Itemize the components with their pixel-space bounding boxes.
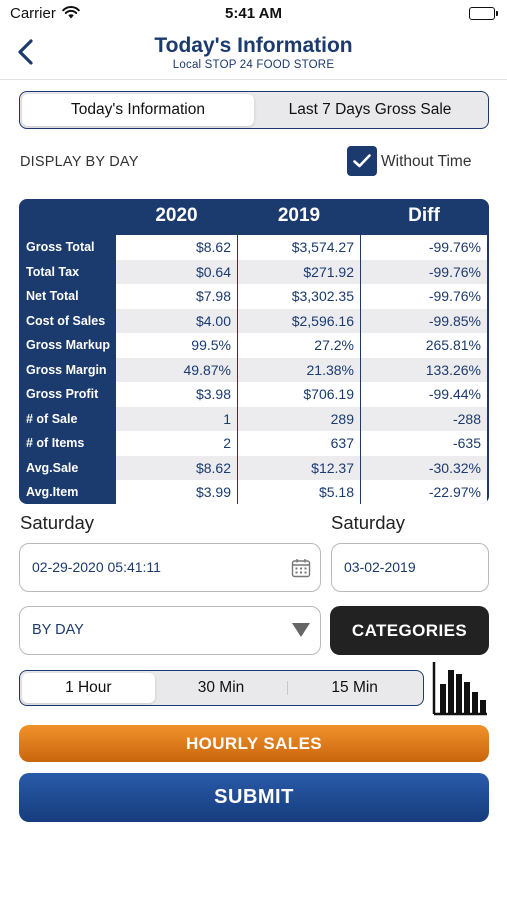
row-label: Gross Markup — [26, 338, 111, 352]
table-row: Net Total $7.98 $3,302.35 -99.76% — [19, 284, 489, 309]
row-label: Gross Total — [26, 240, 95, 254]
compare-date-value: 03-02-2019 — [344, 559, 416, 575]
compare-date-field[interactable]: 03-02-2019 — [331, 543, 489, 592]
cell-diff: -99.76% — [361, 235, 487, 260]
table-row: Gross Margin 49.87% 21.38% 133.26% — [19, 357, 489, 382]
segment-divider — [287, 681, 289, 695]
cell-diff: -635 — [361, 431, 487, 456]
table-row: Gross Total $8.62 $3,574.27 -99.76% — [19, 235, 489, 260]
interval-30-min[interactable]: 30 Min — [197, 679, 245, 696]
categories-button[interactable]: CATEGORIES — [330, 606, 489, 655]
row-label: Cost of Sales — [26, 313, 106, 328]
cell-2020: 99.5% — [116, 333, 237, 358]
cell-2020: $8.62 — [116, 455, 237, 480]
table-row: # of Sale 1 289 -288 — [19, 406, 489, 431]
tab-todays-information[interactable]: Today's Information — [22, 94, 254, 126]
table-row: Avg.Item $3.99 $5.18 -22.97% — [19, 480, 489, 504]
store-name: Local STOP 24 FOOD STORE — [172, 59, 335, 71]
cell-2020: $3.98 — [116, 382, 237, 407]
cell-2020: $3.99 — [116, 480, 237, 504]
nav-header: Today's Information Local STOP 24 FOOD S… — [0, 28, 507, 80]
table-row: Total Tax $0.64 $271.92 -99.76% — [19, 259, 489, 284]
cell-diff: -288 — [361, 406, 487, 431]
interval-15-min[interactable]: 15 Min — [331, 679, 378, 696]
cell-2019: $3,574.27 — [238, 235, 360, 260]
cell-diff: -30.32% — [361, 455, 487, 480]
cell-2019: 27.2% — [238, 333, 360, 358]
row-label: Gross Margin — [26, 362, 107, 377]
cell-2020: 2 — [116, 431, 237, 456]
cell-2019: 289 — [238, 406, 360, 431]
dropdown-value: BY DAY — [32, 622, 84, 638]
cell-diff: -22.97% — [361, 480, 487, 504]
left-day-label: Saturday — [20, 512, 95, 533]
row-label: Avg.Item — [26, 485, 79, 499]
table-row: Gross Profit $3.98 $706.19 -99.44% — [19, 382, 489, 407]
header-2019: 2019 — [277, 205, 321, 226]
row-label: Gross Profit — [26, 387, 99, 401]
cell-diff: 265.81% — [361, 333, 487, 358]
display-by-label: DISPLAY BY DAY — [20, 154, 139, 170]
header-2020: 2020 — [155, 205, 198, 226]
battery-icon — [469, 7, 498, 20]
row-label: # of Items — [26, 436, 85, 450]
row-label: Net Total — [26, 289, 79, 303]
row-label: Avg.Sale — [26, 460, 79, 475]
interval-segmented-control: 1 Hour 30 Min 15 Min — [19, 670, 424, 706]
bar-chart-icon[interactable] — [432, 660, 488, 721]
table-row: Cost of Sales $4.00 $2,596.16 -99.85% — [19, 308, 489, 333]
view-segmented-control: Today's Information Last 7 Days Gross Sa… — [19, 91, 489, 129]
header-diff: Diff — [408, 205, 440, 226]
clock: 5:41 AM — [225, 5, 282, 22]
cell-2019: $5.18 — [238, 480, 360, 504]
cell-diff: -99.76% — [361, 259, 487, 284]
row-label: Total Tax — [26, 264, 80, 279]
status-bar: Carrier 5:41 AM — [0, 0, 507, 28]
current-date-value: 02-29-2020 05:41:11 — [32, 559, 161, 575]
checkmark-icon — [353, 154, 371, 168]
cell-2019: $2,596.16 — [238, 308, 360, 333]
carrier-label: Carrier — [10, 5, 56, 22]
cell-2019: 637 — [238, 431, 360, 456]
wifi-icon — [62, 6, 80, 24]
cell-2019: $706.19 — [238, 382, 360, 407]
display-mode-dropdown[interactable]: BY DAY — [19, 606, 321, 655]
cell-2020: $0.64 — [116, 259, 237, 284]
table-row: Avg.Sale $8.62 $12.37 -30.32% — [19, 455, 489, 480]
cell-2020: $7.98 — [116, 284, 237, 309]
without-time-label: Without Time — [381, 153, 472, 170]
right-day-label: Saturday — [331, 512, 406, 533]
cell-2020: $8.62 — [116, 235, 237, 260]
cell-diff: -99.85% — [361, 308, 487, 333]
comparison-table: 2020 2019 Diff Gross Total $8.62 $3,574.27… — [19, 199, 489, 504]
interval-1-hour[interactable]: 1 Hour — [22, 673, 155, 703]
cell-diff: -99.76% — [361, 284, 487, 309]
cell-diff: -99.44% — [361, 382, 487, 407]
cell-2019: $271.92 — [238, 259, 360, 284]
back-chevron-icon[interactable] — [12, 36, 40, 68]
without-time-checkbox[interactable] — [347, 146, 377, 176]
submit-button[interactable]: SUBMIT — [19, 773, 489, 822]
cell-2019: 21.38% — [238, 357, 360, 382]
tab-last-7-days[interactable]: Last 7 Days Gross Sale — [288, 101, 452, 118]
table-header: 2020 2019 Diff — [19, 199, 489, 235]
calendar-icon[interactable] — [291, 558, 311, 583]
caret-down-icon — [292, 623, 310, 637]
row-label: # of Sale — [26, 411, 78, 426]
cell-2019: $3,302.35 — [238, 284, 360, 309]
cell-2020: 1 — [116, 406, 237, 431]
cell-2020: $4.00 — [116, 308, 237, 333]
cell-diff: 133.26% — [361, 357, 487, 382]
hourly-sales-button[interactable]: HOURLY SALES — [19, 725, 489, 762]
current-date-field[interactable]: 02-29-2020 05:41:11 — [19, 543, 321, 592]
table-row: Gross Markup 99.5% 27.2% 265.81% — [19, 333, 489, 358]
cell-2020: 49.87% — [116, 357, 237, 382]
page-title: Today's Information — [154, 34, 353, 57]
table-row: # of Items 2 637 -635 — [19, 431, 489, 456]
cell-2019: $12.37 — [238, 455, 360, 480]
